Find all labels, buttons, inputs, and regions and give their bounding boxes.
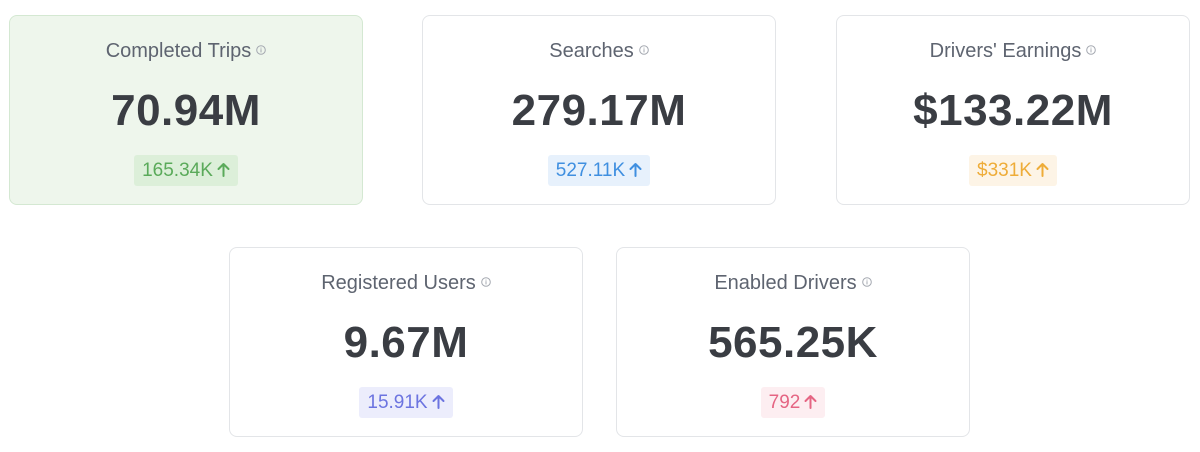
arrow-up-icon	[432, 395, 445, 409]
stat-delta-wrap: 792	[617, 387, 969, 418]
stat-card-title: Enabled Drivers	[617, 270, 969, 296]
stat-delta-value: 15.91K	[367, 392, 428, 413]
stat-value: 70.94M	[111, 86, 261, 135]
stat-value: 565.25K	[708, 318, 878, 367]
info-icon[interactable]	[638, 45, 649, 55]
stat-card-title: Drivers' Earnings	[837, 38, 1189, 64]
info-icon[interactable]	[480, 277, 491, 287]
stat-card-searches[interactable]: Searches 279.17M 527.11K	[422, 15, 776, 205]
stat-card-title-text: Searches	[549, 40, 634, 62]
stat-delta-value: 165.34K	[142, 160, 213, 181]
stat-card-completed-trips[interactable]: Completed Trips 70.94M 165.34K	[9, 15, 363, 205]
stat-delta-badge: $331K	[969, 155, 1057, 186]
arrow-up-icon	[629, 163, 642, 177]
stat-delta-wrap: 15.91K	[230, 387, 582, 418]
stat-delta-badge: 792	[760, 387, 826, 418]
stat-delta-badge: 527.11K	[547, 155, 651, 186]
stat-value: 279.17M	[511, 86, 687, 135]
stat-card-title: Registered Users	[230, 270, 582, 296]
stat-card-title: Completed Trips	[10, 38, 362, 64]
info-icon[interactable]	[1086, 45, 1097, 55]
stat-card-title-text: Enabled Drivers	[714, 272, 857, 294]
arrow-up-icon	[1036, 163, 1049, 177]
stat-delta-wrap: 527.11K	[423, 155, 775, 186]
stat-card-title-text: Drivers' Earnings	[929, 40, 1082, 62]
stat-value: $133.22M	[913, 86, 1113, 135]
stat-delta-wrap: $331K	[837, 155, 1189, 186]
stat-card-drivers-earnings[interactable]: Drivers' Earnings $133.22M $331K	[836, 15, 1190, 205]
info-icon[interactable]	[861, 277, 872, 287]
stat-delta-badge: 165.34K	[134, 155, 238, 186]
stat-card-enabled-drivers[interactable]: Enabled Drivers 565.25K 792	[616, 247, 970, 437]
stat-delta-wrap: 165.34K	[10, 155, 362, 186]
arrow-up-icon	[804, 395, 817, 409]
stat-card-registered-users[interactable]: Registered Users 9.67M 15.91K	[229, 247, 583, 437]
stat-delta-value: $331K	[977, 160, 1032, 181]
stat-delta-badge: 15.91K	[359, 387, 453, 418]
info-icon[interactable]	[256, 45, 267, 55]
stat-delta-value: 527.11K	[555, 160, 626, 181]
stat-card-title: Searches	[423, 38, 775, 64]
stat-delta-value: 792	[768, 392, 801, 413]
stat-card-title-text: Completed Trips	[105, 40, 252, 62]
stat-card-title-text: Registered Users	[321, 272, 476, 294]
arrow-up-icon	[217, 163, 230, 177]
stat-value: 9.67M	[343, 318, 469, 367]
